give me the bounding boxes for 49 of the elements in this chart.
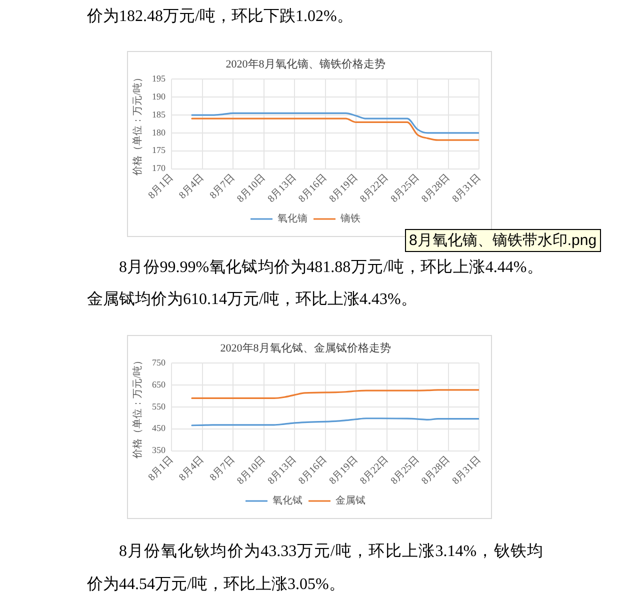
y-tick-label: 185	[152, 109, 166, 120]
legend-label: 氧化铽	[272, 494, 302, 507]
y-tick-label: 650	[152, 379, 166, 390]
y-tick-label: 170	[152, 163, 166, 174]
y-tick-label: 750	[152, 358, 166, 368]
x-tick-label: 8月28日	[420, 454, 452, 487]
line-series	[191, 118, 479, 141]
x-tick-label: 8月28日	[420, 172, 452, 205]
y-tick-label: 175	[152, 145, 166, 156]
x-tick-label: 8月16日	[296, 172, 330, 205]
x-tick-label: 8月31日	[450, 172, 483, 205]
x-tick-label: 8月25日	[388, 172, 422, 205]
x-tick-label: 8月7日	[208, 172, 237, 202]
x-tick-label: 8月16日	[296, 454, 330, 487]
text: 价为182.48万元/吨，环比下跌1.02%。	[87, 8, 353, 25]
x-tick-label: 8月4日	[177, 172, 206, 202]
y-tick-label: 180	[152, 127, 166, 138]
x-tick-label: 8月10日	[235, 172, 268, 205]
x-tick-label: 8月31日	[450, 454, 483, 487]
x-tick-label: 8月1日	[146, 172, 176, 202]
y-tick-label: 190	[152, 91, 166, 102]
x-tick-label: 8月7日	[208, 454, 237, 484]
x-tick-label: 8月22日	[358, 454, 391, 487]
chart-title: 2020年8月氧化铽、金属铽价格走势	[220, 341, 391, 354]
y-tick-label: 195	[152, 74, 166, 84]
x-tick-label: 8月22日	[358, 172, 391, 205]
y-tick-label: 550	[152, 401, 166, 412]
text: 8月份氧化钬均价为43.33万元/吨，环比上涨3.14%，钬铁均价为44.54万元/吨，环比上涨3.05%。	[87, 543, 543, 593]
y-tick-label: 350	[152, 445, 166, 456]
x-tick-label: 8月4日	[177, 454, 206, 484]
x-tick-label: 8月10日	[235, 454, 268, 487]
line-series	[191, 112, 479, 134]
text: 8月份99.99%氧化铽均价为481.88万元/吨，环比上涨4.44%。金属铽均价为610.14万元/吨，环比上涨4.43%。	[87, 259, 543, 308]
x-tick-label: 8月13日	[266, 172, 298, 205]
x-tick-label: 8月25日	[388, 454, 422, 487]
x-tick-label: 8月13日	[266, 454, 298, 487]
line-series	[191, 418, 479, 426]
x-tick-label: 8月19日	[327, 454, 360, 487]
y-axis-title: 价格（单位：万元/吨）	[132, 72, 144, 176]
x-tick-label: 8月19日	[327, 172, 360, 205]
y-tick-label: 450	[152, 423, 166, 434]
tooltip: 8月氧化镝、镝铁带水印.png	[405, 229, 601, 252]
line-series	[191, 389, 479, 400]
legend-label: 金属铽	[336, 494, 366, 507]
legend-label: 镝铁	[340, 212, 360, 225]
legend-label: 氧化镝	[278, 212, 308, 225]
chart-title: 2020年8月氧化镝、镝铁价格走势	[226, 57, 386, 70]
y-axis-title: 价格（单位：万元/吨）	[132, 356, 144, 460]
x-tick-label: 8月1日	[146, 454, 176, 484]
